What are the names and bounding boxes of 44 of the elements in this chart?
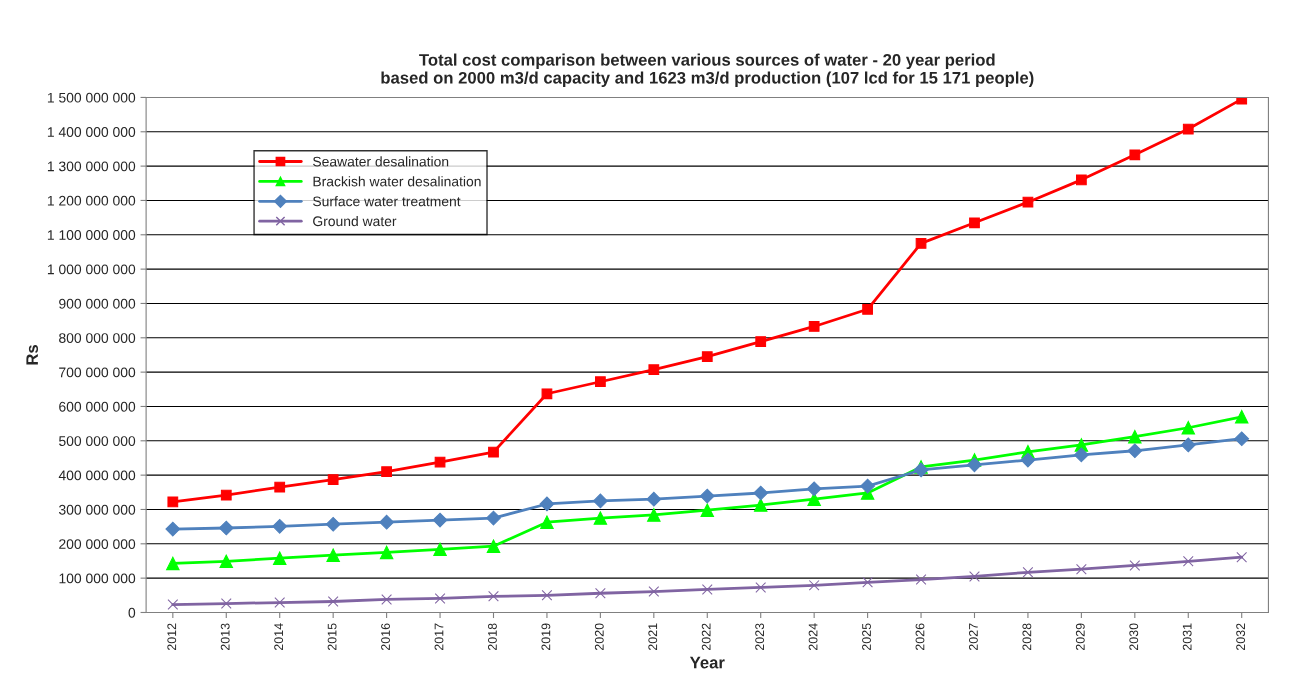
x-tick-label: 2027 bbox=[968, 623, 978, 651]
x-tick-label: 2019 bbox=[541, 623, 551, 651]
x-tick-label: 2029 bbox=[1075, 623, 1085, 651]
x-tick-label: 2032 bbox=[1236, 623, 1246, 651]
y-tick-label: 500 000 000 bbox=[59, 436, 136, 446]
x-tick-label: 2016 bbox=[381, 623, 390, 651]
y-tick-label: 300 000 000 bbox=[58, 504, 136, 515]
x-tick-label: 2018 bbox=[488, 623, 497, 651]
x-tick-label: 2017 bbox=[434, 623, 444, 651]
y-tick-label: 1 200 000 000 bbox=[47, 195, 136, 206]
y-tick-label: 800 000 000 bbox=[59, 333, 136, 343]
x-tick-label: 2024 bbox=[808, 623, 818, 651]
y-tick-label: 1 000 000 000 bbox=[47, 264, 136, 275]
x-axis-title: Year bbox=[689, 656, 725, 669]
x-tick-label: 2028 bbox=[1022, 623, 1032, 651]
legend-label: Brackish water desalination bbox=[313, 176, 481, 187]
y-tick-label: 1 300 000 000 bbox=[47, 161, 136, 172]
x-tick-label: 2026 bbox=[915, 623, 925, 651]
x-tick-label: 2013 bbox=[220, 623, 230, 651]
x-tick-label: 2023 bbox=[755, 623, 765, 651]
x-tick-label: 2014 bbox=[274, 623, 284, 651]
x-tick-label: 2030 bbox=[1129, 623, 1139, 651]
x-tick-label: 2015 bbox=[327, 623, 337, 651]
chart-title: Total cost comparison between various sources of water - 20 year period based on 2000 m3/d capacity and 1623 m3/d production (107 lcd for 15 171 people) bbox=[381, 53, 1034, 88]
x-tick-label: 2020 bbox=[594, 623, 604, 651]
legend-label: Surface water treatment bbox=[313, 196, 461, 207]
y-tick-label: 400 000 000 bbox=[58, 470, 136, 481]
x-tick-label: 2022 bbox=[701, 623, 711, 651]
y-tick-label: 0 bbox=[128, 607, 136, 618]
legend-label: Seawater desalination bbox=[313, 156, 449, 167]
x-tick-label: 2012 bbox=[167, 623, 177, 651]
y-tick-label: 600 000 000 bbox=[59, 401, 136, 412]
y-axis-title: Rs bbox=[26, 344, 39, 365]
y-tick-label: 1 400 000 000 bbox=[47, 127, 136, 137]
y-tick-label: 1 100 000 000 bbox=[47, 230, 136, 240]
y-tick-label: 1 500 000 000 bbox=[47, 92, 136, 103]
y-tick-label: 700 000 000 bbox=[59, 367, 136, 378]
y-tick-label: 900 000 000 bbox=[59, 298, 136, 309]
legend-label: Ground water bbox=[313, 215, 397, 227]
x-tick-label: 2021 bbox=[648, 623, 658, 651]
y-tick-label: 100 000 000 bbox=[59, 573, 136, 584]
x-tick-label: 2025 bbox=[862, 623, 871, 651]
y-tick-label: 200 000 000 bbox=[59, 539, 136, 549]
x-tick-label: 2031 bbox=[1182, 623, 1192, 651]
